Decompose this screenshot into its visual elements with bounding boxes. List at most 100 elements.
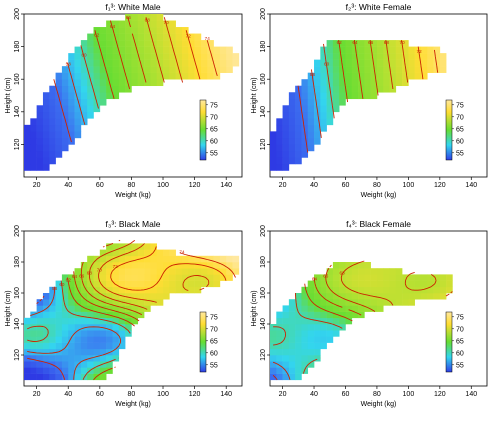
heatmap-cell [188,40,195,47]
heatmap-cell [332,98,340,106]
heatmap-cell [427,274,434,281]
heatmap-cell [345,317,353,325]
heatmap-cell [181,262,189,269]
heatmap-cell [150,66,157,73]
heatmap-cell [131,262,139,269]
heatmap-cell [99,330,107,337]
heatmap-cell [276,336,283,343]
heatmap-cell [61,305,69,312]
contour-label: 74 [179,250,185,255]
heatmap-cell [144,268,151,275]
heatmap-cell [332,317,340,325]
heatmap-cell [383,293,390,300]
heatmap-cell [326,79,334,87]
y-tick-label: 180 [260,256,267,268]
heatmap-cell [125,59,132,67]
heatmap-cell [307,124,315,132]
heatmap-cell [169,66,176,73]
heatmap-cell [301,330,309,337]
colorbar-tick-label: 65 [210,126,218,133]
heatmap-cell [156,286,164,294]
heatmap-cell [87,280,94,288]
heatmap-cell [307,317,315,325]
heatmap-cell [74,79,82,87]
heatmap-cell [74,66,82,73]
heatmap-cell [301,124,309,132]
heatmap-cell [301,348,309,356]
heatmap-cell [137,249,145,257]
heatmap-cell [314,92,321,100]
heatmap-cell [61,317,69,325]
heatmap-cell [402,59,409,67]
heatmap-cell [125,286,132,294]
heatmap-cell [326,92,334,100]
heatmap-cell [301,299,309,306]
heatmap-cell [370,305,378,312]
heatmap-cell [61,85,69,93]
heatmap-cell [270,157,277,165]
heatmap-cell [276,355,283,362]
contour-line-74 [179,252,236,278]
heatmap-cell [93,46,101,54]
heatmap-cell [376,305,384,312]
heatmap-cell [112,324,120,331]
heatmap-cell [270,330,277,337]
heatmap-cell [106,53,113,60]
heatmap-cell [87,268,94,275]
heatmap-cell [118,40,126,47]
heatmap-cell [207,255,214,263]
heatmap-cell [364,286,371,294]
heatmap-cell [36,330,44,337]
heatmap-cell [383,46,390,54]
heatmap-cell [345,59,353,67]
heatmap-cell [30,367,37,374]
heatmap-cell [112,299,120,306]
heatmap-cell [427,280,434,288]
heatmap-cell [87,72,94,80]
heatmap-cell [137,27,145,34]
heatmap-cell [402,53,409,60]
heatmap-cell [112,311,120,319]
heatmap-cell [24,361,31,368]
heatmap-cell [207,262,214,269]
contour-lines: 64 66 68 [272,260,453,381]
contour-label: 64 [110,24,116,29]
heatmap-cell [420,274,428,281]
heatmap-cell [326,66,334,73]
heatmap-cell [188,33,195,41]
heatmap-cell [414,72,422,80]
heatmap-cell [74,98,82,106]
heatmap-cell [144,243,151,250]
heatmap-cell [150,53,157,60]
heatmap-cell [99,293,107,300]
heatmap-cell [175,40,183,47]
colorbar-tick-label: 70 [210,114,218,121]
heatmap-cell [433,274,441,281]
heatmap-cell [55,72,63,80]
heatmap-cell [137,268,145,275]
heatmap-cell [200,274,208,281]
contour-label: 64 [72,274,78,279]
colorbar-gradient [445,311,453,373]
heatmap-cell [376,40,384,47]
heatmap-cell [414,59,422,67]
heatmap-cell [181,27,189,34]
heatmap-cell [74,342,82,350]
heatmap-cell [383,299,390,306]
heatmap-cell [307,105,315,113]
heatmap-cell [181,40,189,47]
heatmap-cell [408,299,415,306]
heatmap-cell [339,92,346,100]
heatmap-cell [68,348,75,356]
x-tick-label: 60 [342,182,350,189]
heatmap-cell [93,40,101,47]
contour-label: 68 [384,40,390,45]
heatmap-cell [55,79,63,87]
heatmap-cell [61,131,69,139]
contour-line-62 [338,40,349,103]
heatmap-cell [24,157,31,165]
contour-line-66 [80,239,143,316]
heatmap-cell [106,355,113,362]
heatmap-cell [194,72,202,80]
heatmap-cell [270,361,277,368]
